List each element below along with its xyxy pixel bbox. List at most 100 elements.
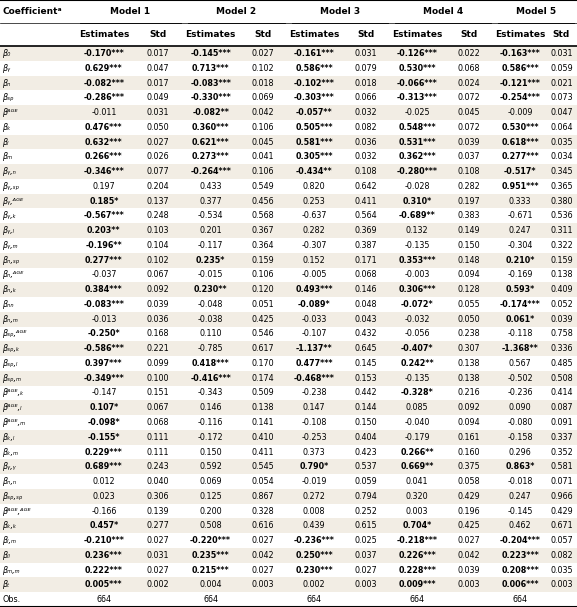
Bar xyxy=(0,356,577,371)
Text: -0.108: -0.108 xyxy=(302,418,327,427)
Text: 0.951***: 0.951*** xyxy=(501,182,539,191)
Text: βₙ: βₙ xyxy=(2,78,11,87)
Text: 0.409: 0.409 xyxy=(550,285,573,294)
Text: -0.210***: -0.210*** xyxy=(84,536,124,545)
Text: 0.107*: 0.107* xyxy=(89,403,118,412)
Text: 0.210*: 0.210* xyxy=(505,256,535,265)
Text: 0.104: 0.104 xyxy=(147,241,168,250)
Text: 0.068: 0.068 xyxy=(354,270,377,279)
Text: 0.476***: 0.476*** xyxy=(85,123,122,132)
Text: 0.042: 0.042 xyxy=(458,551,480,560)
Text: βᵧ,ᵧ: βᵧ,ᵧ xyxy=(2,463,16,471)
Text: 0.092: 0.092 xyxy=(146,285,169,294)
Text: 0.185*: 0.185* xyxy=(89,197,118,206)
Text: 0.200: 0.200 xyxy=(199,507,222,515)
Bar xyxy=(0,327,577,341)
Text: 0.230***: 0.230*** xyxy=(295,566,333,575)
Text: 0.364: 0.364 xyxy=(252,241,274,250)
Text: 0.429: 0.429 xyxy=(550,507,573,515)
Text: 0.621***: 0.621*** xyxy=(192,138,230,146)
Text: 0.425: 0.425 xyxy=(252,314,274,324)
Text: Model 3: Model 3 xyxy=(320,7,360,16)
Text: 0.058: 0.058 xyxy=(458,477,480,486)
Text: 0.433: 0.433 xyxy=(200,182,222,191)
Text: βₛₚ,ᴬᴳᴱ: βₛₚ,ᴬᴳᴱ xyxy=(2,330,27,339)
Bar xyxy=(0,415,577,430)
Text: 0.068: 0.068 xyxy=(147,418,168,427)
Text: -0.534: -0.534 xyxy=(198,211,223,220)
Text: -0.236: -0.236 xyxy=(507,388,533,398)
Text: Estimates: Estimates xyxy=(495,30,545,39)
Text: -0.083***: -0.083*** xyxy=(190,78,231,87)
Bar xyxy=(0,371,577,385)
Text: -0.015: -0.015 xyxy=(198,270,223,279)
Bar xyxy=(0,518,577,533)
Text: 0.618***: 0.618*** xyxy=(501,138,539,146)
Text: -0.056: -0.056 xyxy=(404,330,430,339)
Text: βₙ,ₖ: βₙ,ₖ xyxy=(2,285,17,294)
Text: 0.704*: 0.704* xyxy=(403,521,432,531)
Text: 0.111: 0.111 xyxy=(147,447,168,456)
Text: 0.005***: 0.005*** xyxy=(85,580,122,589)
Text: 0.617: 0.617 xyxy=(252,344,274,353)
Bar xyxy=(0,179,577,194)
Text: 0.091: 0.091 xyxy=(550,418,573,427)
Text: 0.040: 0.040 xyxy=(147,477,168,486)
Text: 0.863*: 0.863* xyxy=(505,463,535,471)
Text: -0.082**: -0.082** xyxy=(192,108,229,117)
Text: βₛₚ,ₛₚ: βₛₚ,ₛₚ xyxy=(2,492,23,501)
Text: 0.003: 0.003 xyxy=(458,580,480,589)
Text: -0.011: -0.011 xyxy=(91,108,117,117)
Text: -0.280***: -0.280*** xyxy=(396,167,438,176)
Text: -0.066***: -0.066*** xyxy=(397,78,437,87)
Text: βᵧ,ₘ: βᵧ,ₘ xyxy=(2,241,18,250)
Text: -0.009: -0.009 xyxy=(507,108,533,117)
Text: -0.040: -0.040 xyxy=(404,418,430,427)
Text: 0.282: 0.282 xyxy=(458,182,480,191)
Text: 0.061*: 0.061* xyxy=(505,314,535,324)
Text: -0.586***: -0.586*** xyxy=(84,344,124,353)
Text: 0.003: 0.003 xyxy=(406,507,428,515)
Text: -0.126***: -0.126*** xyxy=(397,49,437,58)
Text: 0.034: 0.034 xyxy=(550,152,572,161)
Text: 0.035: 0.035 xyxy=(550,566,573,575)
Text: 0.059: 0.059 xyxy=(550,64,573,73)
Bar xyxy=(0,474,577,489)
Text: -0.204***: -0.204*** xyxy=(500,536,541,545)
Text: 0.050: 0.050 xyxy=(146,123,169,132)
Text: 0.027: 0.027 xyxy=(354,566,377,575)
Text: 0.794: 0.794 xyxy=(354,492,377,501)
Text: 0.064: 0.064 xyxy=(550,123,572,132)
Text: 0.581: 0.581 xyxy=(550,463,573,471)
Text: -0.169: -0.169 xyxy=(507,270,533,279)
Text: -0.135: -0.135 xyxy=(404,374,430,383)
Text: 0.235***: 0.235*** xyxy=(192,551,230,560)
Bar xyxy=(0,76,577,90)
Text: 0.493***: 0.493*** xyxy=(295,285,333,294)
Text: -0.098*: -0.098* xyxy=(88,418,120,427)
Text: 0.137: 0.137 xyxy=(146,197,169,206)
Text: 0.027: 0.027 xyxy=(146,138,169,146)
Text: 0.042: 0.042 xyxy=(252,108,274,117)
Text: 0.009***: 0.009*** xyxy=(399,580,436,589)
Text: 0.197: 0.197 xyxy=(458,197,480,206)
Text: 0.758: 0.758 xyxy=(550,330,573,339)
Text: βₜ: βₜ xyxy=(2,580,10,589)
Text: Model 5: Model 5 xyxy=(516,7,556,16)
Text: 0.144: 0.144 xyxy=(354,403,377,412)
Text: Estimates: Estimates xyxy=(78,30,129,39)
Text: 0.272: 0.272 xyxy=(303,492,325,501)
Text: 0.037: 0.037 xyxy=(354,551,377,560)
Text: 0.047: 0.047 xyxy=(550,108,573,117)
Text: 0.022: 0.022 xyxy=(458,49,480,58)
Text: Obs.: Obs. xyxy=(2,595,20,604)
Text: 0.867: 0.867 xyxy=(252,492,274,501)
Bar xyxy=(0,312,577,327)
Text: -0.048: -0.048 xyxy=(198,300,223,309)
Text: 0.242**: 0.242** xyxy=(400,359,434,368)
Text: 0.003: 0.003 xyxy=(550,580,572,589)
Bar xyxy=(0,489,577,504)
Text: -0.468***: -0.468*** xyxy=(294,374,335,383)
Text: 0.092: 0.092 xyxy=(458,403,480,412)
Text: -0.785: -0.785 xyxy=(198,344,223,353)
